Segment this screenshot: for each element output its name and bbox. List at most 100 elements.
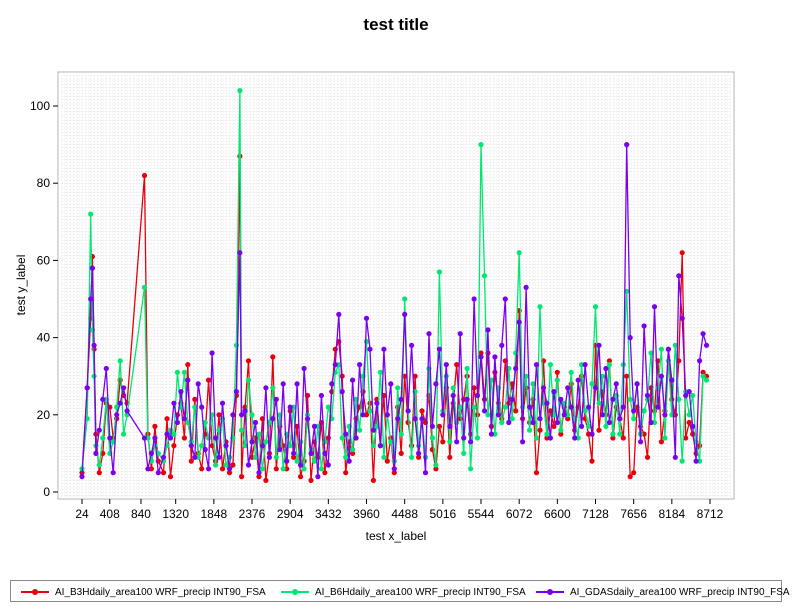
data-point [291, 450, 297, 456]
data-point [298, 462, 304, 468]
data-point [537, 427, 543, 433]
data-point [544, 431, 550, 437]
data-point [419, 416, 425, 422]
data-point [181, 435, 187, 441]
data-point [263, 385, 269, 391]
data-point [256, 431, 262, 437]
x-tick-label: 6072 [506, 507, 533, 521]
data-point [298, 439, 304, 445]
data-point [343, 454, 349, 460]
data-point [648, 350, 654, 356]
data-point [245, 377, 252, 383]
data-point [350, 450, 356, 456]
grid-lines [58, 72, 734, 499]
data-point [617, 431, 623, 437]
data-point [447, 423, 453, 429]
data-point [676, 396, 682, 402]
data-point [478, 142, 484, 148]
data-point [398, 431, 404, 437]
data-point [561, 412, 567, 418]
data-point [277, 446, 283, 453]
data-point [651, 304, 658, 310]
data-point [318, 466, 324, 472]
data-point [572, 435, 578, 441]
data-point [513, 365, 519, 372]
data-point [270, 354, 276, 360]
data-point [398, 450, 404, 456]
data-point [443, 362, 449, 368]
data-point [596, 342, 602, 348]
legend-item-gdas: AI_GDASdaily_area100 WRF_precip INT90_FS… [536, 585, 790, 599]
data-point [405, 419, 411, 426]
series-2 [79, 142, 710, 480]
data-point [160, 454, 167, 460]
data-point [693, 458, 699, 464]
data-point [533, 435, 540, 441]
data-point [582, 408, 588, 414]
data-point [367, 346, 373, 352]
data-point [114, 412, 120, 418]
data-point [700, 373, 706, 379]
data-point [377, 369, 383, 375]
data-point [620, 435, 626, 441]
data-point [551, 389, 557, 395]
data-point [461, 435, 467, 441]
data-point [440, 412, 446, 418]
data-point [436, 269, 442, 275]
data-point [409, 342, 415, 348]
data-point [582, 362, 588, 368]
data-point [447, 454, 453, 460]
data-point [252, 454, 259, 460]
data-point [586, 423, 592, 429]
data-point [202, 446, 208, 453]
legend: AI_B3Hdaily_area100 WRF_precip INT90_FSA… [10, 580, 790, 602]
data-point [565, 416, 571, 422]
data-point [107, 435, 113, 441]
data-point [433, 381, 439, 387]
data-point [308, 450, 314, 456]
data-point [700, 369, 706, 375]
data-point [579, 423, 585, 429]
data-point [339, 389, 345, 395]
data-point [199, 404, 205, 410]
data-point [270, 385, 276, 391]
data-point [412, 373, 418, 379]
data-point [478, 350, 484, 356]
series-line-2 [81, 143, 708, 478]
data-point [363, 315, 370, 321]
data-point [492, 354, 498, 360]
data-point [192, 454, 198, 460]
data-point [174, 419, 180, 426]
x-tick-label: 3960 [353, 507, 380, 521]
data-point [658, 439, 665, 445]
data-point [91, 342, 97, 348]
data-point [658, 373, 665, 379]
y-tick-label: 40 [37, 331, 51, 345]
data-point [433, 462, 439, 468]
data-point [617, 416, 623, 422]
data-point [610, 431, 616, 437]
data-point [644, 454, 651, 460]
axis-ticks: 24 408 840 1320 1848 2376 2904 3432 3960 4488 5016… [30, 99, 724, 521]
data-point [216, 454, 222, 460]
data-point [537, 416, 543, 422]
data-point [606, 362, 613, 368]
data-point [599, 412, 606, 418]
data-point [367, 408, 373, 414]
data-point [520, 439, 526, 445]
data-point [509, 416, 515, 422]
data-point [263, 477, 269, 483]
data-point [422, 470, 429, 476]
data-point [679, 250, 685, 256]
legend-swatch-b3h [21, 586, 49, 598]
data-point [185, 419, 191, 426]
data-point [121, 385, 127, 391]
legend-item-b3h: AI_B3Hdaily_area100 WRF_precip INT90_FSA [21, 585, 266, 599]
data-point [416, 450, 422, 456]
data-point [209, 443, 215, 449]
data-point [266, 454, 272, 460]
data-point [672, 342, 678, 348]
y-tick-label: 60 [37, 253, 51, 267]
data-point [631, 416, 637, 422]
data-point [239, 412, 245, 418]
